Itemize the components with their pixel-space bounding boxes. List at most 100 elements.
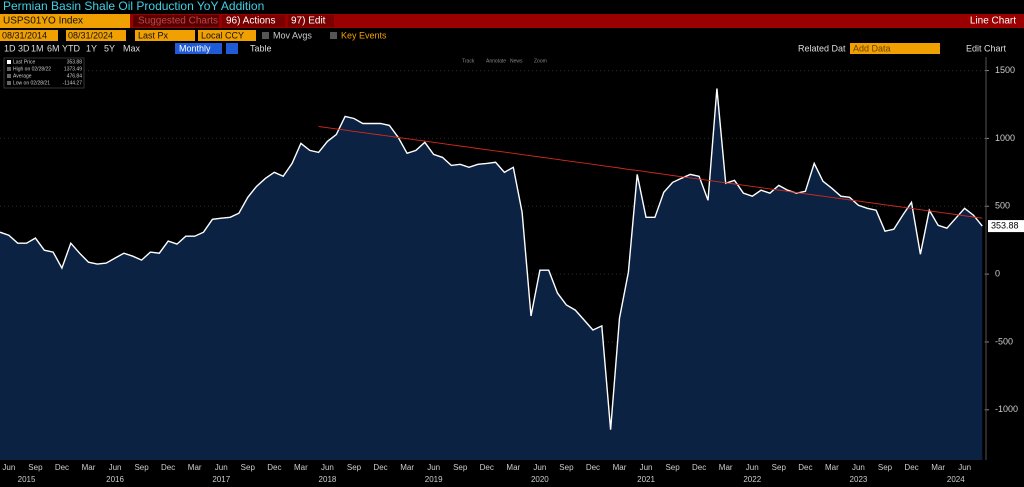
year-label: 2020	[531, 475, 549, 484]
end-date-box[interactable]	[66, 30, 126, 41]
x-tick-label: Mar	[506, 463, 520, 472]
x-tick-label: Sep	[559, 463, 574, 472]
x-tick-label: Sep	[772, 463, 787, 472]
period-button[interactable]: Max	[123, 43, 141, 53]
price-field-box[interactable]	[135, 30, 195, 41]
x-tick-label: Mar	[719, 463, 733, 472]
edit-chart[interactable]: Edit Chart	[966, 43, 1007, 53]
year-label: 2019	[425, 475, 443, 484]
y-tick-label: 1500	[995, 65, 1015, 75]
ticker-box[interactable]	[0, 14, 130, 28]
period-button[interactable]: 3D	[18, 43, 30, 53]
x-tick-label: Sep	[665, 463, 680, 472]
x-tick-label: Sep	[241, 463, 256, 472]
x-tick-label: Jun	[958, 463, 971, 472]
mov-avgs-check[interactable]	[262, 32, 269, 39]
x-tick-label: Jun	[640, 463, 653, 472]
period-button[interactable]: 5Y	[104, 43, 115, 53]
chart-kind: Line Chart	[970, 16, 1016, 27]
x-tick-label: Sep	[347, 463, 362, 472]
toolbar-item[interactable]: Annotate	[486, 58, 506, 64]
x-tick-label: Mar	[294, 463, 308, 472]
year-label: 2021	[637, 475, 655, 484]
period-button[interactable]: 1Y	[86, 43, 97, 53]
year-label: 2024	[947, 475, 965, 484]
toolbar-item[interactable]: Track	[462, 58, 475, 64]
legend-swatch	[7, 81, 11, 85]
chart-icon[interactable]	[226, 43, 238, 54]
toolbar-item[interactable]: Zoom	[534, 58, 547, 64]
currency-box[interactable]	[198, 30, 256, 41]
frequency-box[interactable]	[175, 43, 222, 54]
legend-label: Last Price	[13, 59, 35, 65]
x-tick-label: Dec	[798, 463, 812, 472]
x-tick-label: Sep	[878, 463, 893, 472]
add-data[interactable]: Add Data	[853, 43, 891, 53]
last-value-box	[988, 220, 1024, 233]
legend-label: Low on 02/28/21	[13, 80, 50, 86]
y-tick-label: 1000	[995, 133, 1015, 143]
x-tick-label: Jun	[321, 463, 334, 472]
end-date[interactable]: 08/31/2024	[68, 30, 113, 40]
mov-avgs[interactable]: Mov Avgs	[273, 30, 312, 40]
year-label: 2018	[319, 475, 337, 484]
legend-label: Average	[13, 73, 32, 79]
trend-line	[318, 126, 983, 219]
x-tick-label: Mar	[400, 463, 414, 472]
legend-swatch	[7, 67, 11, 71]
legend-value: 1373.49	[64, 66, 82, 72]
related-data[interactable]: Related Dat	[798, 43, 846, 53]
actions[interactable]: 96) Actions	[226, 16, 275, 27]
x-tick-label: Dec	[267, 463, 281, 472]
legend-value: 353.88	[67, 59, 83, 65]
x-tick-label: Jun	[427, 463, 440, 472]
y-tick-label: 500	[995, 201, 1010, 211]
period-button[interactable]: YTD	[62, 43, 81, 53]
legend-value: 476.84	[67, 73, 83, 79]
x-tick-label: Jun	[746, 463, 759, 472]
legend-swatch	[7, 60, 11, 64]
x-tick-label: Mar	[188, 463, 202, 472]
x-tick-label: Mar	[931, 463, 945, 472]
suggested[interactable]: Suggested Charts	[138, 16, 218, 27]
year-label: 2016	[106, 475, 124, 484]
x-tick-label: Dec	[55, 463, 69, 472]
period-button[interactable]: 1D	[4, 43, 16, 53]
key-events[interactable]: Key Events	[341, 30, 387, 40]
x-tick-label: Jun	[215, 463, 228, 472]
toolbar-item[interactable]: News	[510, 58, 523, 64]
x-tick-label: Sep	[453, 463, 468, 472]
ticker[interactable]: USPS01YO Index	[3, 16, 83, 27]
start-date[interactable]: 08/31/2014	[2, 30, 47, 40]
start-date-box[interactable]	[0, 30, 58, 41]
actions-button[interactable]	[222, 15, 285, 27]
y-tick-label: -1000	[995, 404, 1018, 414]
price-field[interactable]: Last Px	[138, 30, 169, 40]
header-title: Permian Basin Shale Oil Production YoY A…	[3, 0, 264, 13]
year-label: 2022	[743, 475, 761, 484]
area-fill	[0, 88, 983, 460]
currency[interactable]: Local CCY	[201, 30, 244, 40]
x-tick-label: Sep	[134, 463, 149, 472]
add-data-box[interactable]	[850, 43, 940, 54]
x-tick-label: Mar	[613, 463, 627, 472]
x-tick-label: Jun	[852, 463, 865, 472]
edit[interactable]: 97) Edit	[291, 16, 326, 27]
frequency[interactable]: Monthly	[179, 43, 211, 53]
x-tick-label: Mar	[825, 463, 839, 472]
last-value-label: 353.88	[991, 220, 1019, 230]
period-button[interactable]: 6M	[47, 43, 60, 53]
table[interactable]: Table	[250, 43, 272, 53]
x-tick-label: Jun	[2, 463, 15, 472]
y-tick-label: 0	[995, 268, 1000, 278]
key-events-check[interactable]	[330, 32, 337, 39]
edit-button[interactable]	[288, 15, 334, 27]
y-tick-label: -500	[995, 336, 1013, 346]
period-button[interactable]: 1M	[31, 43, 44, 53]
x-tick-label: Dec	[692, 463, 706, 472]
x-tick-label: Dec	[373, 463, 387, 472]
suggested-button[interactable]	[133, 15, 219, 27]
